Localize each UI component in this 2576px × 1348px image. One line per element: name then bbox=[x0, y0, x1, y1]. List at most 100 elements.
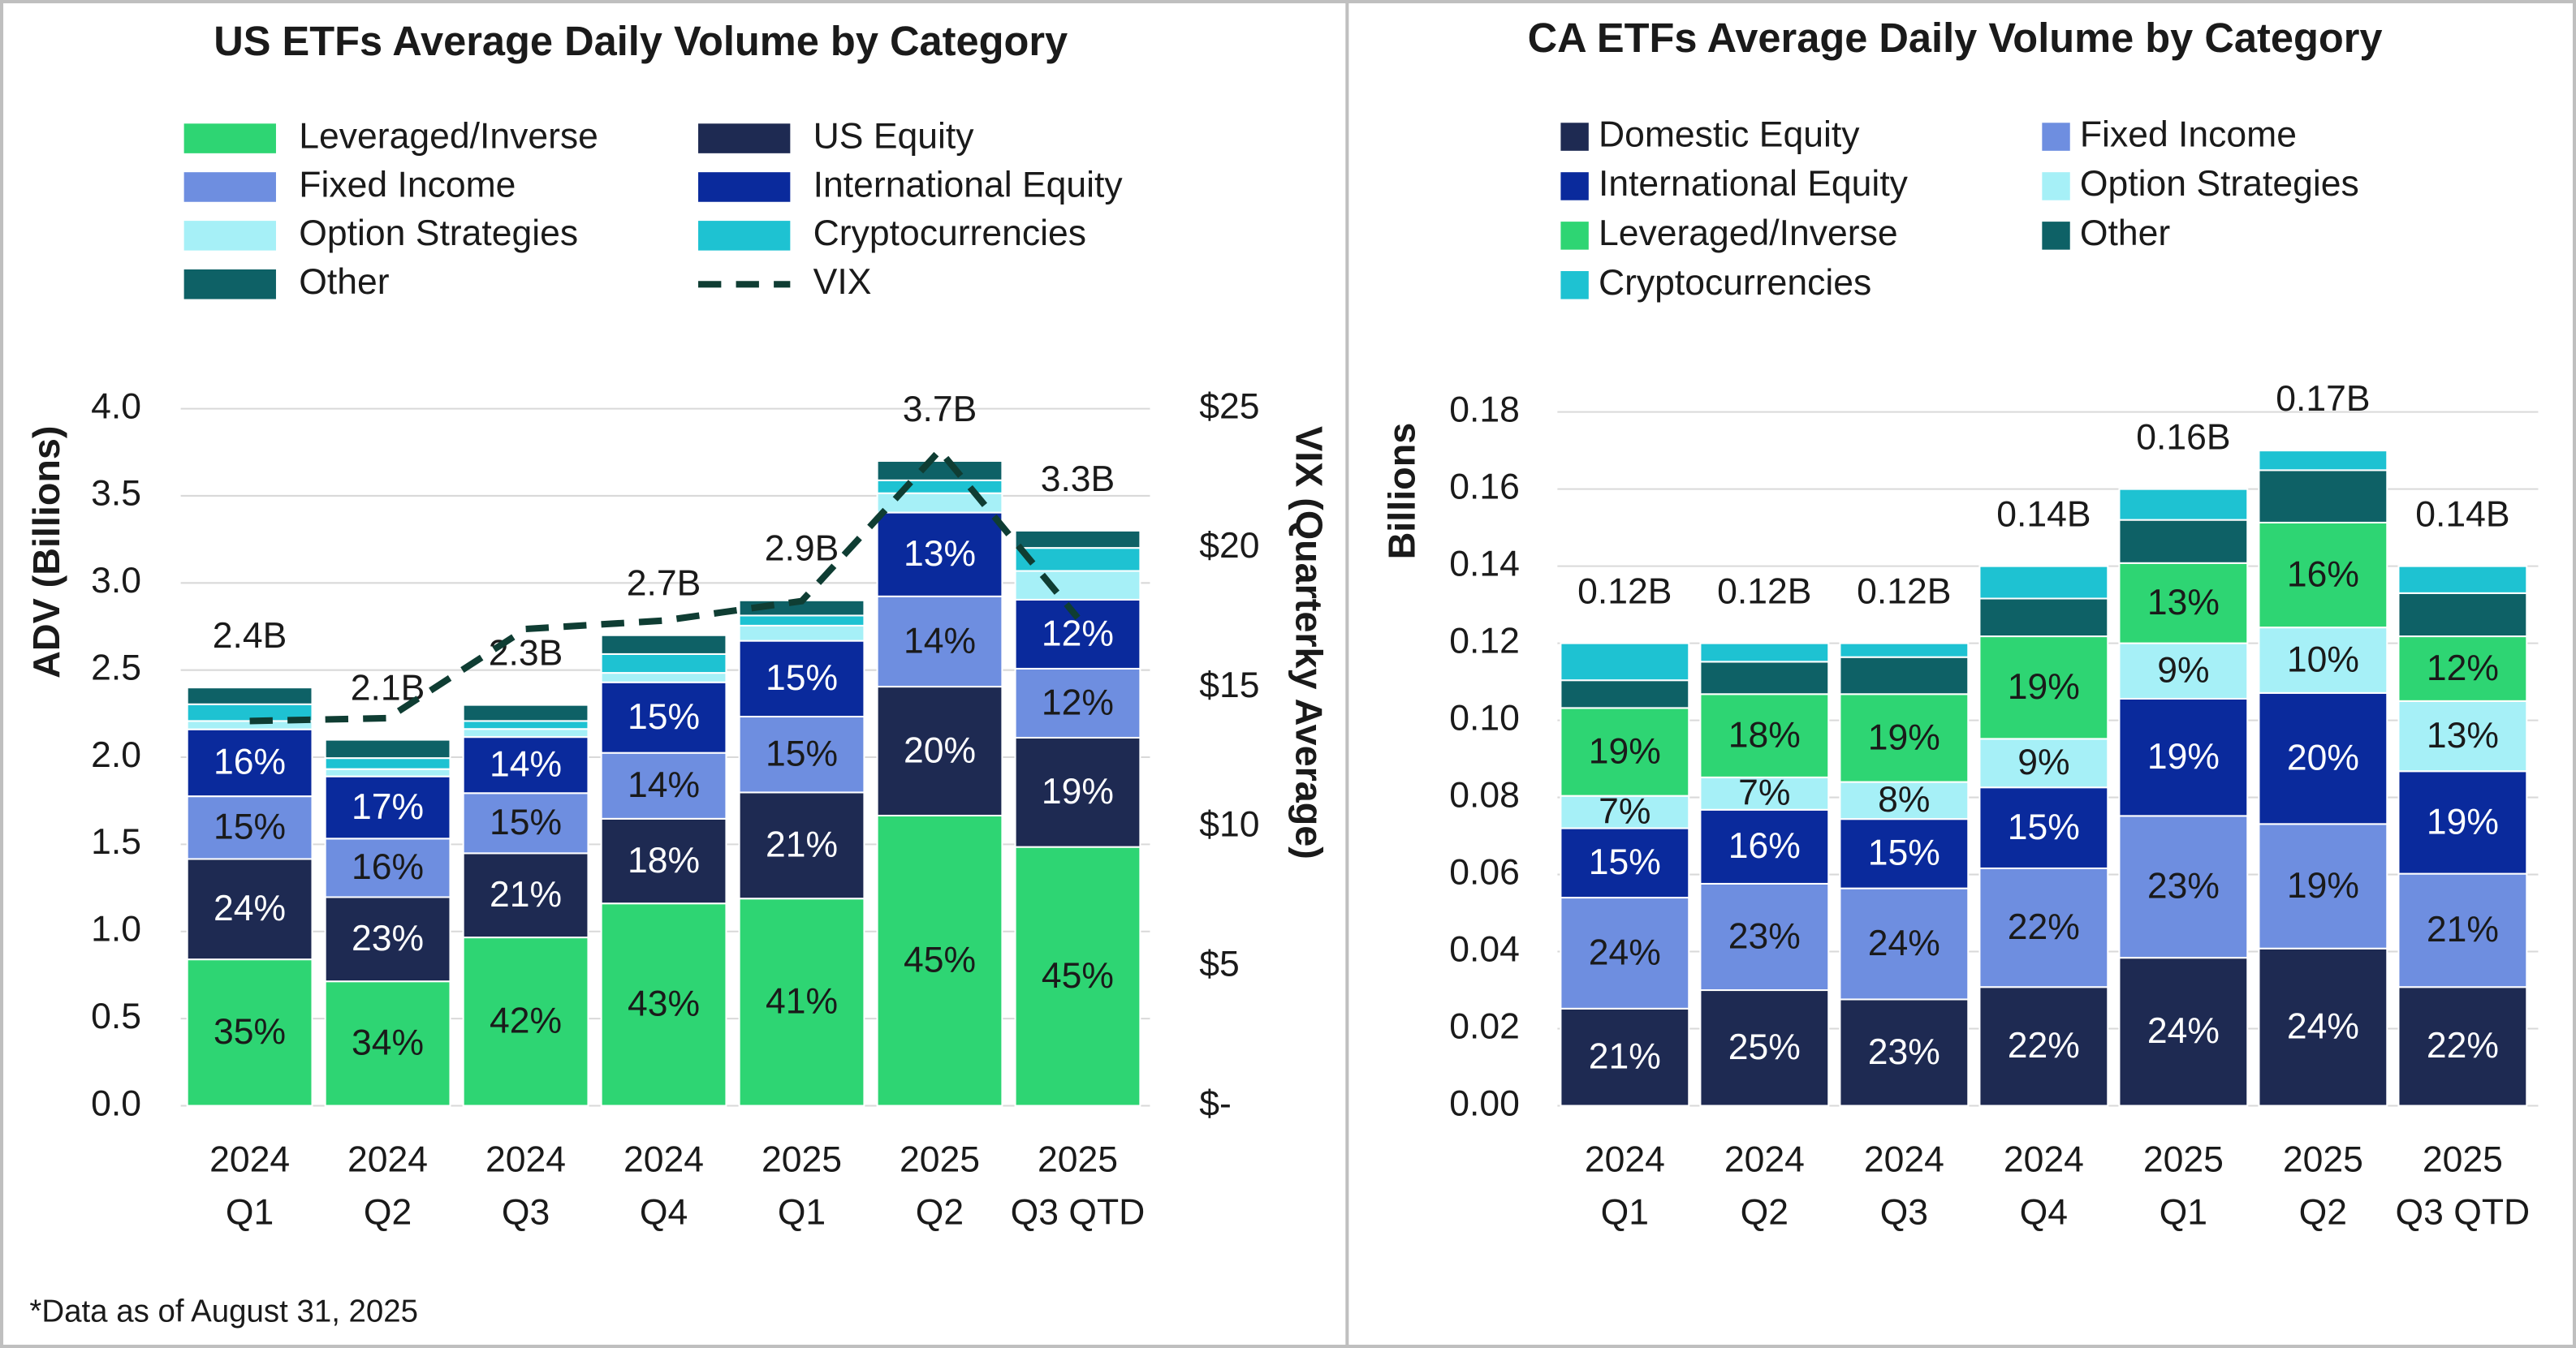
x-tick-line: 2024 bbox=[624, 1139, 704, 1179]
legend-swatch bbox=[1560, 172, 1589, 200]
y2-tick-label: $25 bbox=[1199, 386, 1259, 426]
x-tick-label: 2024 Q2 bbox=[347, 1139, 428, 1232]
bar-segment bbox=[600, 672, 727, 683]
segment-label: 15% bbox=[214, 808, 286, 847]
x-tick-line: 2025 bbox=[900, 1139, 980, 1179]
segment-label: 18% bbox=[628, 841, 700, 881]
x-tick-line: 2025 bbox=[762, 1139, 842, 1179]
bar-segment bbox=[1699, 989, 1830, 1107]
bar-segment bbox=[2118, 562, 2249, 644]
footnote: *Data as of August 31, 2025 bbox=[29, 1294, 418, 1329]
y2-tick-label: $5 bbox=[1199, 944, 1240, 984]
bar-segment bbox=[2258, 521, 2388, 629]
bar-segment bbox=[462, 792, 589, 855]
bar-segment bbox=[1014, 846, 1141, 1107]
total-label: 2.4B bbox=[213, 616, 287, 656]
bar-segment bbox=[600, 752, 727, 820]
bar-segment bbox=[324, 739, 451, 760]
bar-segment bbox=[1978, 597, 2109, 638]
segment-label: 14% bbox=[490, 744, 562, 784]
legend-label: Leveraged/Inverse bbox=[299, 116, 598, 156]
x-tick-line: Q2 bbox=[916, 1192, 964, 1232]
legend-swatch bbox=[183, 172, 276, 202]
bar-segment bbox=[2258, 627, 2388, 694]
y-tick-label: 0.5 bbox=[91, 997, 141, 1036]
bar-segment bbox=[2258, 469, 2388, 523]
legend-label: US Equity bbox=[813, 116, 975, 156]
total-label: 2.7B bbox=[627, 564, 701, 604]
bar-segment bbox=[324, 980, 451, 1107]
segment-label: 19% bbox=[2147, 737, 2220, 777]
bar-segment bbox=[1699, 661, 1830, 696]
chart-title: US ETFs Average Daily Volume by Category bbox=[214, 18, 1068, 64]
x-tick-line: Q3 QTD bbox=[1011, 1192, 1146, 1232]
bar-segment bbox=[738, 640, 865, 718]
segment-label: 43% bbox=[628, 984, 700, 1024]
y-tick-label: 2.5 bbox=[91, 648, 141, 687]
bar-segment bbox=[186, 858, 313, 961]
segment-label: 16% bbox=[2287, 554, 2359, 594]
legend-swatch bbox=[2042, 123, 2070, 151]
segment-label: 19% bbox=[2008, 667, 2080, 707]
bar-segment bbox=[876, 459, 1003, 481]
bar-segment bbox=[1560, 795, 1690, 829]
bar-segment bbox=[1839, 642, 1970, 658]
total-label: 2.3B bbox=[489, 633, 563, 673]
y-tick-label: 0.0 bbox=[91, 1083, 141, 1123]
segment-label: 22% bbox=[2008, 1026, 2080, 1066]
x-tick-line: Q2 bbox=[2299, 1192, 2347, 1232]
total-label: 2.9B bbox=[765, 529, 839, 569]
y2-tick-label: $20 bbox=[1199, 526, 1259, 566]
bar-segment bbox=[186, 728, 313, 798]
segment-label: 45% bbox=[904, 941, 976, 980]
segment-label: 12% bbox=[1042, 614, 1114, 653]
y-tick-label: 2.0 bbox=[91, 735, 141, 775]
legend-label: Leveraged/Inverse bbox=[1599, 213, 1898, 253]
x-tick-label: 2024 Q4 bbox=[2004, 1139, 2084, 1232]
segment-label: 21% bbox=[766, 825, 838, 865]
segment-label: 15% bbox=[766, 658, 838, 698]
x-tick-label: 2024 Q1 bbox=[1585, 1139, 1665, 1232]
x-tick-line: 2024 bbox=[209, 1139, 290, 1179]
segment-label: 16% bbox=[352, 847, 424, 887]
x-tick-label: 2025 Q2 bbox=[900, 1139, 980, 1232]
bar-segment bbox=[1699, 693, 1830, 778]
x-tick-line: 2024 bbox=[2004, 1139, 2084, 1179]
bar-segment bbox=[1839, 887, 1970, 1001]
segment-label: 15% bbox=[1868, 833, 1940, 873]
total-label: 0.14B bbox=[1996, 494, 2091, 534]
segment-label: 19% bbox=[1868, 717, 1940, 757]
bar-segment bbox=[462, 720, 589, 730]
x-tick-line: Q1 bbox=[1601, 1192, 1649, 1232]
segment-label: 13% bbox=[2427, 716, 2499, 756]
bar-segment bbox=[1560, 827, 1690, 899]
x-tick-label: 2024 Q1 bbox=[209, 1139, 290, 1232]
segment-label: 23% bbox=[1728, 916, 1801, 956]
bar-segment bbox=[324, 896, 451, 983]
segment-label: 24% bbox=[1589, 932, 1661, 972]
total-label: 0.17B bbox=[2276, 379, 2370, 419]
y2-tick-label: $10 bbox=[1199, 805, 1259, 845]
segment-label: 41% bbox=[766, 982, 838, 1022]
bar-segment bbox=[600, 681, 727, 754]
legend-swatch bbox=[2042, 172, 2070, 200]
y-tick-label: 0.14 bbox=[1449, 544, 1520, 584]
bar-segment bbox=[462, 704, 589, 722]
legend-swatch bbox=[2042, 222, 2070, 250]
total-label: 0.12B bbox=[1577, 571, 1672, 611]
legend-swatch bbox=[698, 172, 791, 202]
segment-label: 19% bbox=[2427, 802, 2499, 842]
x-tick-line: Q1 bbox=[778, 1192, 826, 1232]
y-tick-label: 0.16 bbox=[1449, 467, 1520, 506]
x-tick-line: 2025 bbox=[1038, 1139, 1118, 1179]
bar-segment bbox=[2397, 592, 2528, 638]
x-tick-line: 2024 bbox=[1724, 1139, 1805, 1179]
bar-segment bbox=[2118, 519, 2249, 564]
segment-label: 16% bbox=[214, 743, 286, 782]
x-tick-line: Q4 bbox=[2020, 1192, 2068, 1232]
bar-segment bbox=[1699, 642, 1830, 663]
y-tick-label: 0.10 bbox=[1449, 698, 1520, 738]
bar-segment bbox=[1978, 786, 2109, 869]
bar-segment bbox=[462, 937, 589, 1107]
